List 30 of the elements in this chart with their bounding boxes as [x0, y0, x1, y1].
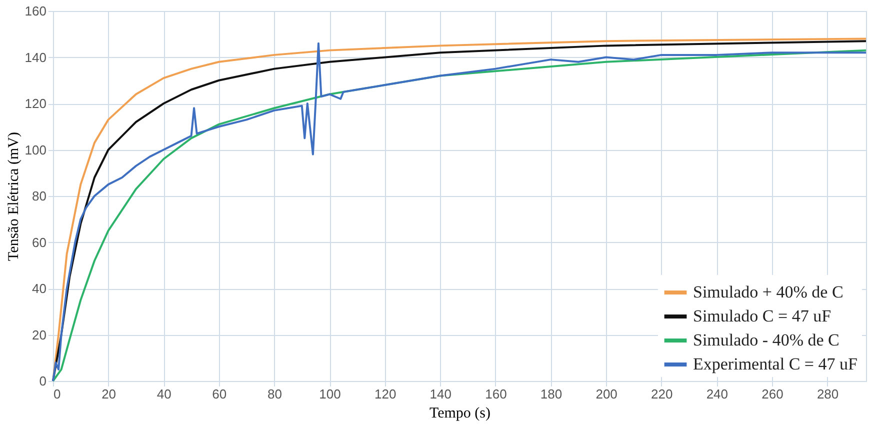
y-tick-label: 0 — [39, 374, 46, 388]
y-tick-label: 40 — [32, 281, 46, 296]
y-tick-label: 140 — [24, 50, 46, 65]
legend-label: Simulado + 40% de C — [693, 282, 844, 302]
legend-label: Simulado - 40% de C — [693, 330, 840, 350]
y-tick-label: 100 — [24, 142, 46, 158]
x-tick-label: 180 — [540, 386, 562, 402]
x-tick-label: 80 — [267, 386, 282, 402]
y-tick-label: 20 — [32, 327, 46, 342]
x-tick-label: 280 — [816, 386, 839, 402]
legend-label: Simulado C = 47 uF — [693, 306, 832, 326]
x-tick-label: 120 — [374, 386, 396, 402]
x-tick-label: 160 — [485, 386, 507, 402]
y-axis-title: Tensão Elétrica (mV) — [6, 132, 22, 261]
y-tick-label: 80 — [32, 188, 46, 204]
x-tick-label: 220 — [651, 386, 673, 402]
x-axis-title: Tempo (s) — [429, 406, 491, 422]
x-tick-label: 100 — [319, 386, 341, 402]
legend-label: Experimental C = 47 uF — [693, 354, 858, 374]
x-tick-label: 20 — [102, 386, 116, 402]
x-tick-label: 60 — [212, 386, 227, 402]
y-tick-label: 120 — [24, 96, 46, 111]
y-tick-label: 160 — [24, 4, 46, 18]
x-tick-label: 40 — [156, 386, 172, 402]
y-tick-label: 60 — [32, 234, 46, 250]
x-tick-label: 0 — [54, 386, 61, 402]
x-tick-label: 200 — [596, 386, 618, 402]
x-tick-label: 140 — [430, 386, 452, 402]
x-tick-label: 260 — [762, 386, 784, 402]
x-tick-label: 240 — [706, 386, 728, 402]
